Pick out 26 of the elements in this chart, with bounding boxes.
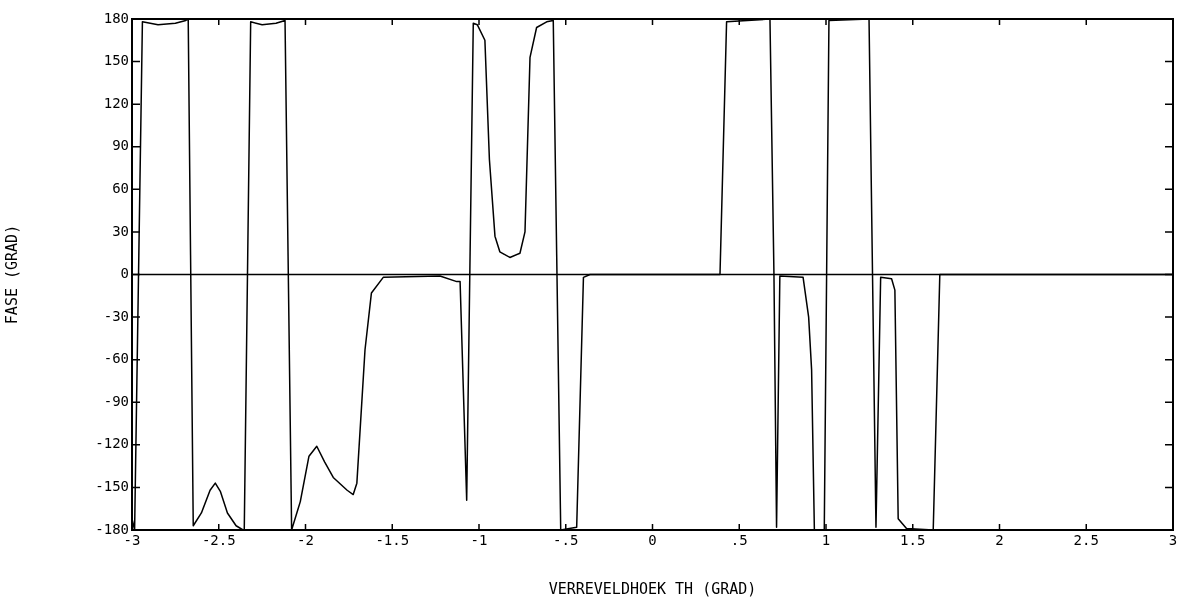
x-tick-label: -1.5 — [375, 532, 410, 549]
x-tick-label: 0 — [648, 532, 657, 549]
y-tick-label: 30 — [112, 222, 129, 239]
y-tick-label: 60 — [112, 179, 129, 196]
x-tick-label: 3 — [1168, 532, 1178, 549]
x-tick-label: -1 — [470, 532, 488, 549]
x-axis-title: VERREVELDHOEK TH (GRAD) — [548, 579, 757, 598]
x-tick-label: 1 — [821, 532, 831, 549]
y-tick-label: 0 — [120, 265, 129, 282]
x-tick-label: -.5 — [553, 532, 579, 549]
y-tick-label: 150 — [103, 52, 129, 69]
y-tick-label: -60 — [103, 350, 129, 367]
x-tick-label: 2.5 — [1073, 532, 1099, 549]
y-tick-label: 180 — [103, 9, 129, 26]
x-tick-label: -2 — [297, 532, 314, 549]
y-tick-label: -150 — [95, 478, 129, 495]
y-tick-label: 90 — [112, 137, 129, 154]
y-tick-label: -30 — [103, 307, 129, 324]
x-tick-label: -2.5 — [201, 532, 236, 549]
y-tick-label: -90 — [103, 392, 129, 409]
y-tick-label: 120 — [103, 94, 129, 111]
x-tick-label: 2 — [995, 532, 1004, 549]
y-tick-label: -120 — [95, 435, 129, 452]
x-tick-label: .5 — [730, 532, 748, 549]
y-axis-title: FASE (GRAD) — [2, 224, 21, 325]
x-tick-label: 1.5 — [900, 532, 926, 549]
